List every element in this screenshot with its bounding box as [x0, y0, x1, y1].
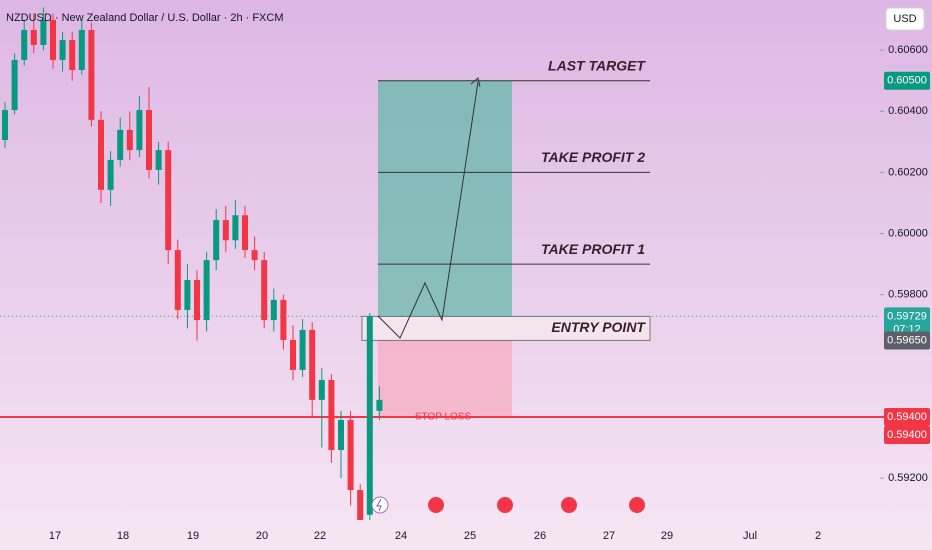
- candle-body: [338, 420, 344, 450]
- lightning: [376, 498, 382, 512]
- price-tag: [884, 331, 930, 350]
- event-icon[interactable]: [561, 497, 577, 513]
- candle-body: [30, 29, 37, 45]
- candle-body: [328, 379, 335, 450]
- path-arrow: [377, 81, 479, 339]
- candle-body: [107, 159, 114, 190]
- x-tick-label: 29: [661, 530, 673, 542]
- candle-body: [146, 110, 152, 170]
- candle-body: [11, 59, 18, 111]
- candle-body: [222, 220, 229, 241]
- candle-body: [184, 280, 191, 310]
- candle-body: [261, 260, 268, 321]
- price-tag: [884, 425, 930, 444]
- stop-label: STOP LOSS: [415, 412, 472, 423]
- level-label: TAKE PROFIT 2: [541, 149, 645, 165]
- price-tag-label: 0.59400: [887, 411, 927, 423]
- x-tick-label: 19: [187, 530, 199, 542]
- candle-body: [21, 29, 28, 60]
- candle-body: [242, 215, 248, 251]
- x-tick-label: 17: [49, 530, 61, 542]
- candle-body: [2, 110, 8, 141]
- event-icons: [371, 496, 645, 514]
- candle-body: [165, 150, 172, 251]
- candle-body: [136, 110, 143, 151]
- price-tag-label: 0.59400: [887, 429, 927, 441]
- x-tick-label: 20: [256, 530, 268, 542]
- currency: USD: [893, 13, 916, 25]
- candle-body: [155, 150, 162, 170]
- candle-body: [117, 129, 124, 160]
- event-icon[interactable]: [497, 497, 513, 513]
- y-tick-label: 0.60600: [888, 44, 928, 56]
- candle-body: [366, 316, 373, 515]
- candle-body: [309, 329, 316, 400]
- level-label: ENTRY POINT: [551, 319, 646, 335]
- candle-body: [78, 29, 85, 71]
- candle-body: [98, 119, 104, 190]
- y-tick-label: 0.60000: [888, 227, 928, 239]
- candle-body: [203, 260, 210, 321]
- candle-body: [280, 299, 287, 340]
- y-tick-label: 0.59800: [888, 289, 928, 301]
- x-tick-label: 18: [117, 530, 129, 542]
- price-tag-label: 0.59650: [887, 334, 927, 346]
- level-label: LAST TARGET: [548, 57, 646, 73]
- candle-body: [194, 280, 200, 321]
- chart-title: NZDUSD · New Zealand Dollar / U.S. Dolla…: [6, 12, 284, 24]
- x-tick-label: 24: [395, 530, 407, 542]
- price-tag: [884, 307, 930, 338]
- profit-zone: [378, 80, 512, 317]
- x-tick-label: 27: [603, 530, 615, 542]
- candle-body: [251, 250, 258, 261]
- candle-body: [59, 40, 66, 60]
- candle-body: [126, 129, 133, 151]
- level-label: TAKE PROFIT 1: [541, 241, 645, 257]
- price-tag-label: 0.60500: [887, 75, 927, 87]
- price-tag-label: 0.59729: [887, 310, 927, 322]
- currency-box[interactable]: [885, 7, 925, 31]
- x-tick-label: Jul: [743, 530, 757, 542]
- price-tag: [884, 407, 930, 426]
- y-tick-label: 0.60400: [888, 105, 928, 117]
- x-tick-label: 25: [464, 530, 476, 542]
- candle-body: [357, 490, 364, 520]
- candle-body: [318, 379, 325, 400]
- candle-body: [299, 329, 306, 370]
- candle-body: [290, 339, 296, 370]
- candle-body: [69, 40, 76, 71]
- price-tag: [884, 71, 930, 90]
- candle-body: [40, 19, 47, 45]
- candle-body: [232, 215, 239, 241]
- event-icon[interactable]: [371, 496, 389, 514]
- candle-body: [174, 250, 181, 310]
- y-tick-label: 0.59200: [888, 472, 928, 484]
- x-tick-label: 22: [314, 530, 326, 542]
- entry-box: [361, 315, 651, 341]
- loss-zone: [378, 340, 512, 417]
- candle-body: [50, 19, 56, 60]
- candle-body: [270, 299, 277, 321]
- x-tick-label: 26: [534, 530, 546, 542]
- event-icon[interactable]: [629, 497, 645, 513]
- event-icon[interactable]: [428, 497, 444, 513]
- candle-body: [347, 420, 354, 491]
- candle-body: [213, 220, 220, 261]
- candle-body: [88, 29, 95, 120]
- candle-body: [376, 399, 383, 411]
- x-tick-label: 2: [815, 530, 821, 542]
- arrow-head: [470, 77, 481, 88]
- y-tick-label: 0.60200: [888, 166, 928, 178]
